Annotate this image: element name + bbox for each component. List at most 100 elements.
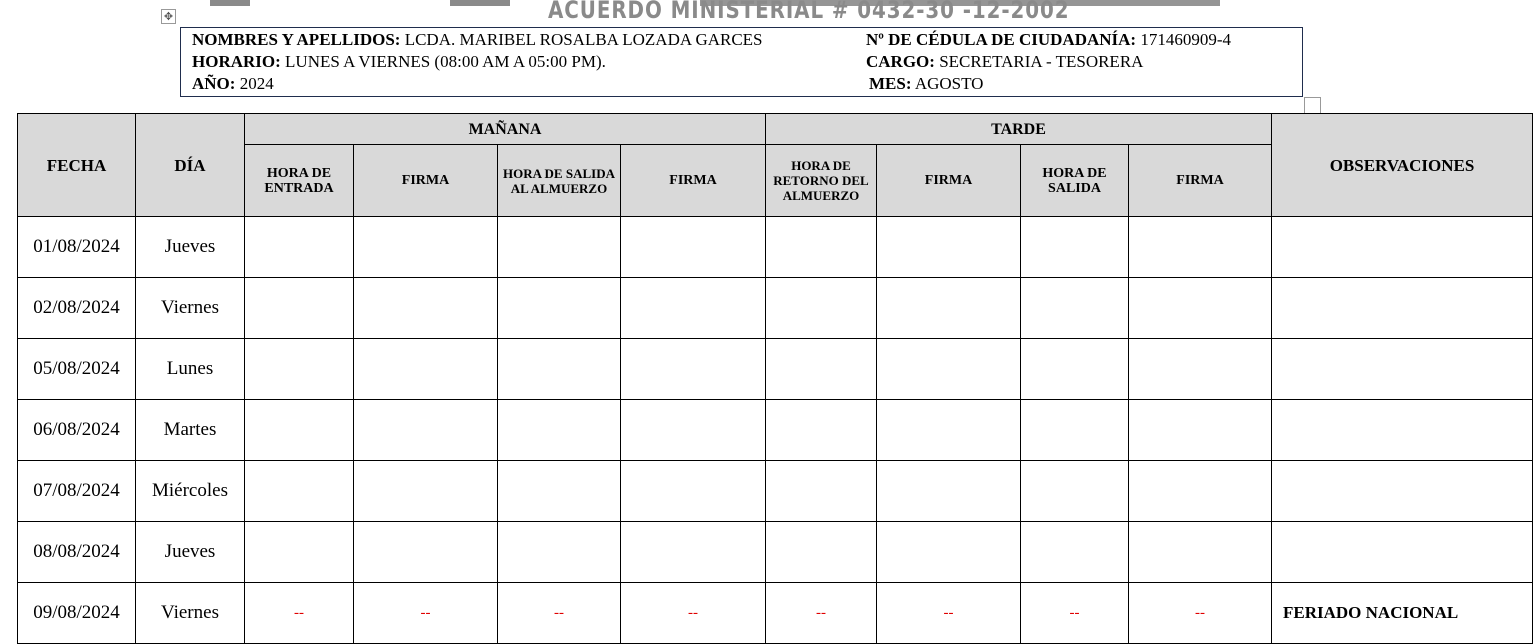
entry-cell[interactable]: [620, 521, 766, 583]
entry-cell[interactable]: [1128, 460, 1272, 522]
table-row: 07/08/2024 Miércoles: [17, 460, 1533, 522]
entry-cell[interactable]: [244, 277, 354, 339]
entry-cell[interactable]: [353, 277, 498, 339]
header-dia: DÍA: [135, 113, 245, 217]
entry-cell[interactable]: [620, 338, 766, 400]
entry-cell[interactable]: [497, 338, 621, 400]
entry-cell[interactable]: [876, 399, 1021, 461]
entry-cell[interactable]: [620, 460, 766, 522]
entry-cell[interactable]: --: [876, 582, 1021, 644]
entry-cell[interactable]: [497, 460, 621, 522]
table-row: 02/08/2024 Viernes: [17, 277, 1533, 339]
entry-cell[interactable]: [1020, 521, 1129, 583]
subheader-cell: FIRMA: [620, 144, 766, 217]
entry-cell[interactable]: [244, 521, 354, 583]
entry-cell[interactable]: [620, 399, 766, 461]
observations-cell[interactable]: [1271, 460, 1533, 522]
entry-cell[interactable]: --: [244, 582, 354, 644]
entry-cell[interactable]: [353, 216, 498, 278]
entry-cell[interactable]: [620, 277, 766, 339]
entry-cell[interactable]: [497, 277, 621, 339]
day-cell: Miércoles: [135, 460, 245, 522]
entry-cell[interactable]: [353, 399, 498, 461]
employee-info-box: NOMBRES Y APELLIDOS: LCDA. MARIBEL ROSAL…: [180, 27, 1303, 97]
entry-cell[interactable]: [876, 460, 1021, 522]
entry-cell[interactable]: [1128, 338, 1272, 400]
observations-cell[interactable]: [1271, 399, 1533, 461]
date-cell: 07/08/2024: [17, 460, 136, 522]
entry-cell[interactable]: --: [353, 582, 498, 644]
label: HORARIO:: [192, 52, 281, 71]
day-cell: Viernes: [135, 582, 245, 644]
table-resize-handle[interactable]: [1304, 97, 1321, 114]
day-cell: Jueves: [135, 521, 245, 583]
entry-cell[interactable]: [876, 216, 1021, 278]
label: AÑO:: [192, 74, 236, 93]
table-move-handle-icon[interactable]: ✥: [161, 9, 176, 24]
agreement-subtitle: ACUERDO MINISTERIAL # 0432-30 -12-2002: [548, 0, 1070, 24]
entry-cell[interactable]: [1128, 399, 1272, 461]
cropped-title-fragment: [210, 0, 250, 6]
entry-cell[interactable]: [353, 460, 498, 522]
entry-cell[interactable]: [765, 460, 877, 522]
entry-cell[interactable]: [1020, 460, 1129, 522]
employee-name: LCDA. MARIBEL ROSALBA LOZADA GARCES: [404, 30, 763, 49]
schedule: LUNES A VIERNES (08:00 AM A 05:00 PM).: [285, 52, 606, 71]
observations-cell[interactable]: [1271, 338, 1533, 400]
entry-cell[interactable]: [765, 277, 877, 339]
entry-cell[interactable]: [876, 521, 1021, 583]
date-cell: 05/08/2024: [17, 338, 136, 400]
entry-cell[interactable]: [765, 399, 877, 461]
observations-cell[interactable]: [1271, 521, 1533, 583]
entry-cell[interactable]: [876, 338, 1021, 400]
subheader-cell: HORA DE ENTRADA: [244, 144, 354, 217]
entry-cell[interactable]: [765, 216, 877, 278]
entry-cell[interactable]: [1128, 216, 1272, 278]
entry-cell[interactable]: [765, 521, 877, 583]
entry-cell[interactable]: [497, 521, 621, 583]
label: MES:: [869, 74, 912, 93]
entry-cell[interactable]: [244, 399, 354, 461]
entry-cell[interactable]: --: [620, 582, 766, 644]
entry-cell[interactable]: [1020, 338, 1129, 400]
id-number: 171460909-4: [1140, 30, 1231, 49]
entry-cell[interactable]: [244, 338, 354, 400]
label: CARGO:: [866, 52, 935, 71]
entry-cell[interactable]: [497, 399, 621, 461]
entry-cell[interactable]: --: [1020, 582, 1129, 644]
entry-cell[interactable]: --: [1128, 582, 1272, 644]
entry-cell[interactable]: [353, 521, 498, 583]
entry-cell[interactable]: --: [765, 582, 877, 644]
entry-cell[interactable]: [620, 216, 766, 278]
table-row: 01/08/2024 Jueves: [17, 216, 1533, 278]
header-tarde: TARDE: [765, 113, 1272, 145]
subheader-cell: FIRMA: [353, 144, 498, 217]
table-row: 06/08/2024 Martes: [17, 399, 1533, 461]
label: NOMBRES Y APELLIDOS:: [192, 30, 401, 49]
entry-cell[interactable]: --: [497, 582, 621, 644]
entry-cell[interactable]: [1020, 399, 1129, 461]
entry-cell[interactable]: [1020, 216, 1129, 278]
date-cell: 02/08/2024: [17, 277, 136, 339]
date-cell: 06/08/2024: [17, 399, 136, 461]
date-cell: 08/08/2024: [17, 521, 136, 583]
year: 2024: [239, 74, 274, 93]
table-row: 05/08/2024 Lunes: [17, 338, 1533, 400]
observations-cell[interactable]: [1271, 277, 1533, 339]
day-cell: Lunes: [135, 338, 245, 400]
observations-cell[interactable]: FERIADO NACIONAL: [1271, 582, 1533, 644]
entry-cell[interactable]: [244, 216, 354, 278]
entry-cell[interactable]: [765, 338, 877, 400]
entry-cell[interactable]: [1128, 277, 1272, 339]
cropped-title-fragment: [700, 0, 1220, 6]
header-manana: MAÑANA: [244, 113, 766, 145]
entry-cell[interactable]: [244, 460, 354, 522]
entry-cell[interactable]: [353, 338, 498, 400]
table-row: 09/08/2024 Viernes -- -- -- -- -- -- -- -- FERIADO…: [17, 582, 1533, 644]
observations-cell[interactable]: [1271, 216, 1533, 278]
entry-cell[interactable]: [1020, 277, 1129, 339]
entry-cell[interactable]: [876, 277, 1021, 339]
day-cell: Viernes: [135, 277, 245, 339]
entry-cell[interactable]: [497, 216, 621, 278]
entry-cell[interactable]: [1128, 521, 1272, 583]
